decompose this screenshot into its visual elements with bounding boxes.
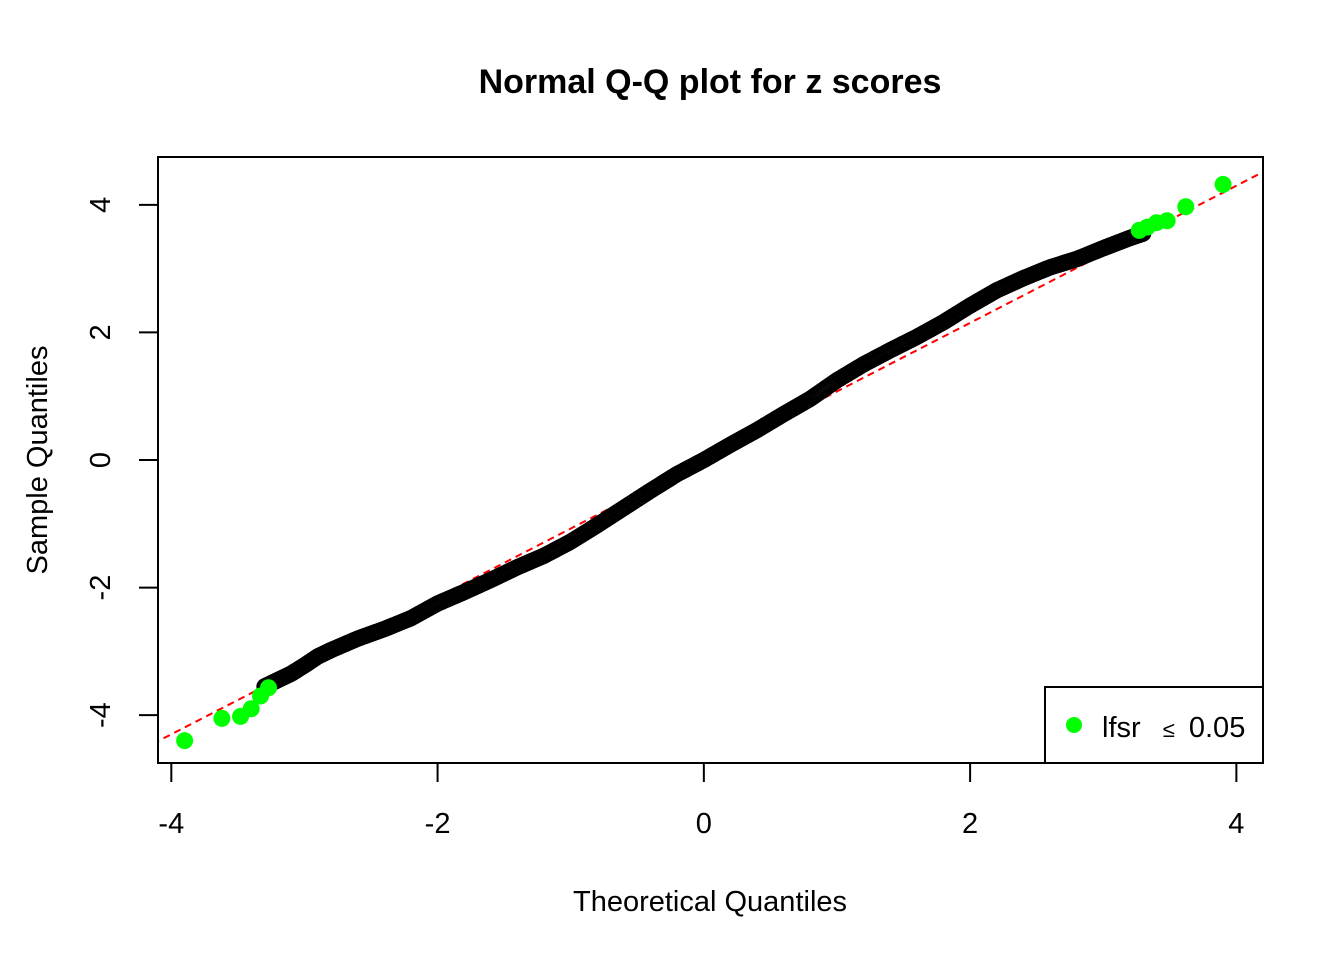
lfsr-point	[213, 709, 231, 727]
legend-label-prefix: lfsr	[1102, 712, 1141, 744]
y-axis: -4 -2 0 2 4	[85, 197, 158, 728]
y-tick-label: 0	[85, 452, 117, 468]
y-axis-label: Sample Quantiles	[22, 346, 54, 575]
lfsr-highlight-points	[176, 175, 1232, 750]
y-tick-label: 4	[85, 197, 117, 213]
x-tick-label: -2	[425, 808, 451, 840]
x-tick-label: 4	[1228, 808, 1244, 840]
legend: lfsr ≤ 0.05	[1044, 686, 1264, 764]
x-tick-label: 2	[962, 808, 978, 840]
legend-label-value: 0.05	[1189, 712, 1245, 744]
lfsr-point	[260, 679, 277, 697]
legend-marker	[1066, 717, 1082, 733]
legend-label-symbol: ≤	[1163, 717, 1175, 742]
x-axis-label: Theoretical Quantiles	[573, 886, 847, 918]
chart-title: Normal Q-Q plot for z scores	[479, 63, 942, 101]
lfsr-point	[242, 700, 260, 718]
lfsr-point	[1177, 198, 1195, 216]
x-tick-label: -4	[158, 808, 184, 840]
lfsr-point	[1214, 175, 1232, 193]
y-tick-label: -2	[85, 575, 117, 601]
x-axis: -4 -2 0 2 4	[158, 763, 1244, 840]
legend-label: lfsr ≤ 0.05	[1102, 712, 1245, 744]
lfsr-point	[176, 732, 194, 750]
z-score-points	[256, 225, 1152, 695]
lfsr-point	[1158, 212, 1176, 230]
y-tick-label: -4	[85, 702, 117, 728]
y-tick-label: 2	[85, 324, 117, 340]
x-tick-label: 0	[696, 808, 712, 840]
